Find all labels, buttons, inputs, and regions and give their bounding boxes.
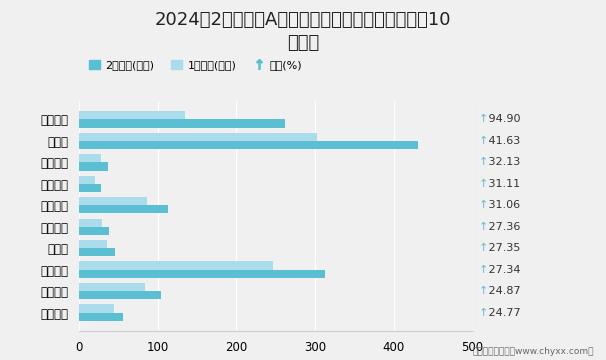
Text: ↑: ↑ (479, 179, 488, 189)
Text: ↑: ↑ (479, 265, 488, 275)
Bar (79, 270, 325, 278)
Bar (79, 197, 147, 205)
Text: 2024年2月四川省A股上市企业市值环比增幅最大前10
强企业: 2024年2月四川省A股上市企业市值环比增幅最大前10 强企业 (155, 11, 451, 53)
Text: ↑: ↑ (479, 200, 488, 210)
Text: ↑: ↑ (479, 114, 488, 125)
Text: 27.34: 27.34 (485, 265, 521, 275)
Text: 24.87: 24.87 (485, 286, 521, 296)
Text: 27.36: 27.36 (485, 222, 521, 232)
Bar (79, 305, 114, 312)
Bar (79, 184, 101, 192)
Bar (79, 120, 285, 127)
Bar (79, 141, 418, 149)
Text: ↑: ↑ (479, 286, 488, 296)
Bar (79, 248, 115, 256)
Bar (79, 205, 168, 213)
Text: 27.35: 27.35 (485, 243, 521, 253)
Text: 31.11: 31.11 (485, 179, 521, 189)
Bar (79, 111, 185, 120)
Text: 24.77: 24.77 (485, 307, 521, 318)
Bar (79, 176, 95, 184)
Bar (79, 162, 108, 171)
Bar (79, 227, 108, 235)
Text: 制图：智研咨询（www.chyxx.com）: 制图：智研咨询（www.chyxx.com） (473, 347, 594, 356)
Text: ↑: ↑ (479, 157, 488, 167)
Text: ↑: ↑ (479, 243, 488, 253)
Bar (79, 240, 107, 248)
Bar (79, 291, 161, 299)
Bar (79, 312, 123, 321)
Bar (79, 154, 101, 162)
Text: 94.90: 94.90 (485, 114, 521, 125)
Text: ↑: ↑ (479, 307, 488, 318)
Legend: 2月市值(亿元), 1月市值(亿元), 增幅(%): 2月市值(亿元), 1月市值(亿元), 增幅(%) (84, 56, 307, 75)
Bar (79, 133, 318, 141)
Text: ↑: ↑ (479, 222, 488, 232)
Text: ↑: ↑ (479, 136, 488, 146)
Text: 31.06: 31.06 (485, 200, 521, 210)
Bar (79, 283, 145, 291)
Bar (79, 261, 273, 270)
Text: 41.63: 41.63 (485, 136, 521, 146)
Text: 32.13: 32.13 (485, 157, 521, 167)
Bar (79, 219, 102, 227)
